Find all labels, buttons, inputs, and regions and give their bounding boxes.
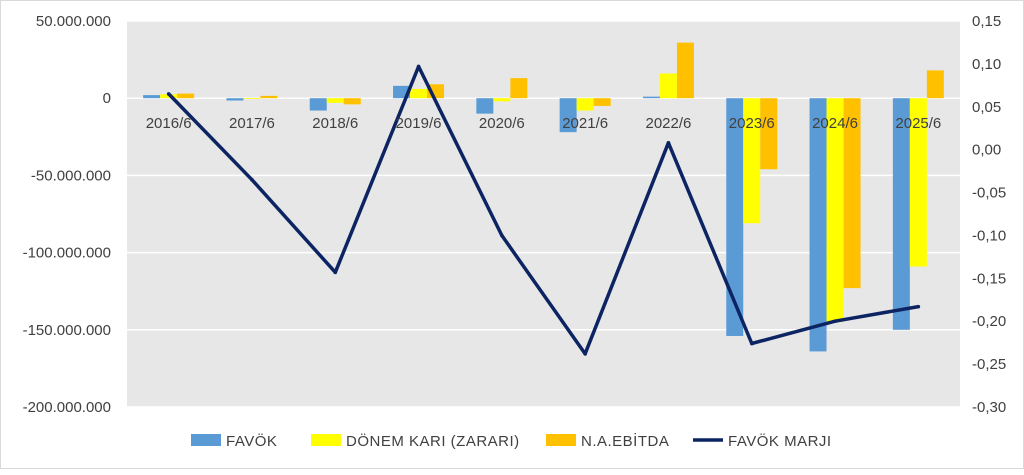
line-point-2023-6	[749, 341, 754, 346]
line-point-2016-6	[166, 92, 171, 96]
right-tick-label: -0,20	[972, 313, 1006, 330]
bar-2023-6-series-1	[743, 98, 761, 224]
line-point-2018-6	[333, 270, 338, 275]
line-point-2021-6	[583, 352, 587, 356]
category-label: 2023/6	[729, 115, 775, 132]
category-label: 2022/6	[646, 115, 692, 132]
bar-2020-6-series-2	[510, 78, 528, 99]
line-point-2025-6	[916, 304, 921, 309]
left-tick-label: -100.000.000	[23, 245, 111, 262]
left-tick-label: 0	[103, 90, 111, 107]
category-label: 2021/6	[562, 115, 608, 132]
legend-label: FAVÖK	[226, 432, 277, 450]
bar-2018-6-series-0	[309, 98, 327, 111]
legend-label: DÖNEM KARI (ZARARI)	[346, 432, 520, 450]
legend-swatch	[546, 434, 576, 446]
category-label: 2018/6	[312, 115, 358, 132]
bar-2023-6-series-2	[760, 98, 778, 170]
bar-2022-6-series-2	[676, 42, 694, 99]
category-label: 2016/6	[146, 115, 192, 132]
category-label: 2019/6	[396, 115, 442, 132]
line-point-2017-6	[250, 177, 254, 182]
bar-2024-6-series-0	[809, 98, 827, 352]
bar-2025-6-series-1	[909, 98, 927, 267]
left-tick-label: -150.000.000	[23, 322, 111, 339]
bar-2017-6-series-2	[260, 95, 278, 99]
right-tick-label: -0,30	[972, 399, 1006, 416]
bar-2019-6-series-1	[410, 88, 428, 99]
bar-2020-6-series-1	[493, 98, 511, 102]
left-tick-label: 50.000.000	[36, 13, 111, 30]
category-label: 2017/6	[229, 115, 275, 132]
legend-item: N.A.EBİTDA	[546, 432, 669, 450]
legend-item: DÖNEM KARI (ZARARI)	[311, 432, 520, 450]
bar-2018-6-series-1	[326, 98, 344, 103]
bar-2022-6-series-1	[659, 73, 677, 99]
left-tick-label: -50.000.000	[31, 167, 111, 184]
bar-2021-6-series-1	[576, 98, 594, 111]
bar-2021-6-series-2	[593, 98, 611, 106]
line-point-2020-6	[500, 233, 504, 238]
line-series-favok-marji	[167, 64, 919, 356]
legend-item: FAVÖK	[191, 432, 277, 450]
bar-2018-6-series-2	[343, 98, 361, 105]
bar-2016-6-series-2	[177, 93, 195, 99]
legend-label: FAVÖK MARJI	[728, 432, 832, 450]
bar-2017-6-series-0	[226, 98, 244, 101]
category-label: 2024/6	[812, 115, 858, 132]
right-tick-label: 0,15	[972, 13, 1001, 30]
line-point-2022-6	[666, 141, 671, 145]
legend-item: FAVÖK MARJI	[693, 432, 832, 450]
right-tick-label: 0,10	[972, 56, 1001, 73]
right-tick-label: -0,25	[972, 356, 1006, 373]
bar-2024-6-series-1	[826, 98, 844, 323]
category-label: 2020/6	[479, 115, 525, 132]
bar-2017-6-series-1	[243, 98, 261, 99]
right-tick-label: -0,10	[972, 227, 1006, 244]
bar-2025-6-series-2	[926, 70, 944, 99]
legend-swatch	[191, 434, 221, 446]
left-tick-label: -200.000.000	[23, 399, 111, 416]
right-tick-label: -0,05	[972, 185, 1006, 202]
right-tick-label: -0,15	[972, 270, 1006, 287]
category-label: 2025/6	[895, 115, 941, 132]
line-point-2024-6	[833, 319, 837, 324]
right-tick-label: 0,05	[972, 99, 1001, 116]
legend-swatch	[311, 434, 341, 446]
bar-2024-6-series-2	[843, 98, 861, 289]
bar-2016-6-series-0	[143, 95, 161, 99]
bar-2022-6-series-0	[642, 96, 660, 99]
bar-2021-6-series-0	[559, 98, 577, 133]
bar-2023-6-series-0	[726, 98, 744, 336]
bar-2025-6-series-0	[892, 98, 910, 330]
right-tick-label: 0,00	[972, 142, 1001, 159]
legend-label: N.A.EBİTDA	[581, 432, 669, 450]
bar-2020-6-series-0	[476, 98, 494, 114]
line-point-2019-6	[416, 64, 421, 69]
